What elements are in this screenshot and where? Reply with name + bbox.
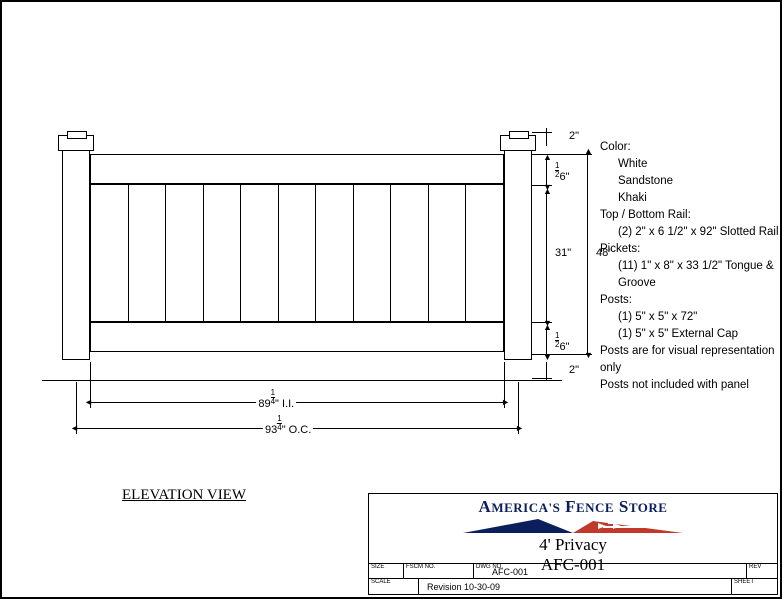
fscm-label: FSCM NO. — [406, 564, 435, 570]
ext-line — [532, 154, 592, 155]
scale-label: SCALE — [371, 579, 391, 585]
title-block: AMERICA'S FENCE STORE 4' Privacy AFC-001… — [368, 493, 778, 595]
picket — [429, 184, 467, 322]
spec-pickets-label: Pickets: — [600, 241, 780, 258]
spec-color-1: White — [600, 156, 780, 173]
title-block-header: AMERICA'S FENCE STORE 4' Privacy AFC-001 — [369, 494, 777, 564]
spec-rail-label: Top / Bottom Rail: — [600, 207, 780, 224]
ext-line — [532, 354, 592, 355]
picket — [204, 184, 242, 322]
ext-line — [532, 378, 552, 379]
picket — [129, 184, 167, 322]
dwg-no-value: AFC-001 — [492, 567, 528, 577]
dimension-bottom-rail: 126" — [546, 328, 547, 356]
spec-note-1: Posts are for visual representation only — [600, 343, 780, 377]
spec-color-2: Sandstone — [600, 173, 780, 190]
picket — [354, 184, 392, 322]
company-logo-icon — [458, 517, 688, 537]
specifications: Color: White Sandstone Khaki Top / Botto… — [600, 139, 780, 394]
spec-posts-label: Posts: — [600, 292, 780, 309]
spec-posts-1: (1) 5" x 5" x 72" — [600, 309, 780, 326]
revision-value: Revision 10-30-09 — [427, 582, 500, 592]
rev-label: REV — [749, 564, 761, 570]
dimension-overall-height: 48" — [587, 152, 588, 354]
dimension-top-rail: 126" — [546, 158, 547, 186]
dimension-bottom-gap: 2" — [546, 362, 547, 380]
bottom-rail — [90, 322, 504, 352]
picket-area — [90, 184, 504, 322]
picket — [466, 184, 504, 322]
sheet-label: SHEET — [734, 579, 754, 585]
spec-pickets: (11) 1" x 8" x 33 1/2" Tongue & Groove — [600, 258, 780, 292]
spec-posts-2: (1) 5" x 5" External Cap — [600, 326, 780, 343]
dimension-picket-height: 31" — [546, 192, 547, 322]
spec-rail: (2) 2" x 6 1/2" x 92" Slotted Rail — [600, 224, 780, 241]
post-cap-right — [500, 135, 536, 151]
dimension-inside-to-inside: 8914" I.I. — [90, 402, 504, 403]
spec-color-label: Color: — [600, 139, 780, 156]
top-rail — [90, 154, 504, 184]
product-title: 4' Privacy — [377, 535, 769, 555]
title-block-row-2: SCALE Revision 10-30-09 SHEET — [369, 579, 777, 594]
picket — [279, 184, 317, 322]
picket — [90, 184, 129, 322]
dimension-on-center: 9314" O.C. — [76, 428, 518, 429]
title-block-row-1: SIZE FSCM NO. DWG NO.AFC-001 REV — [369, 564, 777, 579]
post-cap-left — [58, 135, 94, 151]
size-label: SIZE — [371, 564, 384, 570]
ground-line — [42, 380, 562, 381]
spec-color-3: Khaki — [600, 190, 780, 207]
picket — [241, 184, 279, 322]
dimension-top-gap: 2" — [546, 128, 547, 146]
view-title: ELEVATION VIEW — [122, 487, 246, 504]
ext-line — [532, 132, 552, 133]
picket — [391, 184, 429, 322]
post-right — [504, 150, 532, 360]
picket — [166, 184, 204, 322]
post-left — [62, 150, 90, 360]
company-name: AMERICA'S FENCE STORE — [377, 497, 769, 517]
picket — [316, 184, 354, 322]
spec-note-2: Posts not included with panel — [600, 377, 780, 394]
fence-elevation-drawing — [62, 132, 532, 372]
